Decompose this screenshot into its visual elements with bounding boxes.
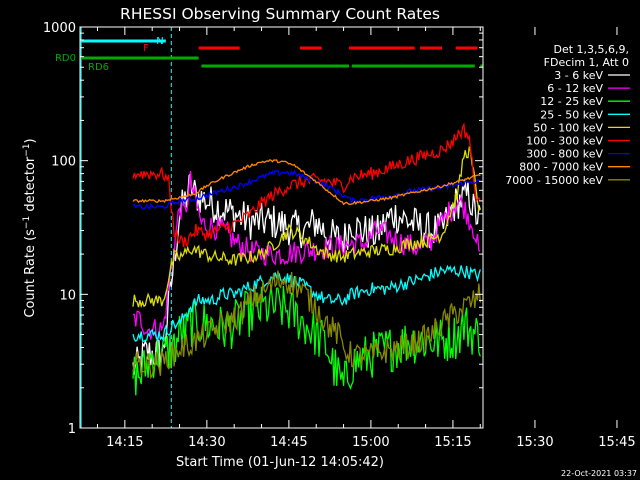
legend-header-line-1: Det 1,3,5,6,9,	[553, 43, 629, 56]
legend-label-3: 25 - 50 keV	[540, 108, 603, 121]
axis-ticks: 14:15 14:30 14:45 15:00 15:15 15:30 15:45 1 10 10…	[43, 21, 636, 450]
legend-header-line-2: FDecim 1, Att 0	[544, 56, 629, 69]
series-line-7	[132, 159, 481, 206]
legend-label-8: 7000 - 15000 keV	[505, 174, 603, 187]
legend: Det 1,3,5,6,9, FDecim 1, Att 0 3 - 6 keV…	[505, 43, 630, 187]
y-tick-label-10: 10	[59, 288, 76, 303]
legend-label-1: 6 - 12 keV	[547, 82, 603, 95]
chart-title: RHESSI Observing Summary Count Rates	[120, 5, 440, 23]
x-tick-label-15:15: 15:15	[434, 435, 471, 450]
legend-label-2: 12 - 25 keV	[540, 95, 603, 108]
legend-label-6: 300 - 800 keV	[526, 148, 603, 161]
legend-label-0: 3 - 6 keV	[554, 69, 603, 82]
x-tick-label-14:15: 14:15	[106, 435, 143, 450]
generated-timestamp: 22-Oct-2021 03:37	[561, 469, 637, 478]
legend-label-7: 800 - 7000 keV	[519, 161, 603, 174]
flag-label-n: N	[156, 36, 163, 47]
legend-label-5: 100 - 300 keV	[526, 135, 603, 148]
x-axis-label: Start Time (01-Jun-12 14:05:42)	[176, 455, 384, 470]
y-axis-label: Count Rate (s−1 detector−1)	[22, 138, 38, 317]
series-line-8	[132, 270, 481, 380]
flag-label-rd0: RD0	[55, 53, 76, 64]
x-tick-label-14:45: 14:45	[270, 435, 307, 450]
series-line-3	[132, 264, 481, 343]
plot-area	[80, 27, 483, 428]
x-tick-label-14:30: 14:30	[188, 435, 225, 450]
y-tick-label-1000: 1000	[43, 21, 76, 36]
series-line-5	[132, 122, 481, 248]
legend-label-4: 50 - 100 keV	[533, 121, 603, 134]
series-line-4	[132, 146, 481, 309]
y-tick-label-100: 100	[51, 155, 76, 170]
series-line-6	[132, 169, 481, 211]
x-tick-label-15:30: 15:30	[516, 435, 553, 450]
y-tick-label-1: 1	[68, 422, 76, 437]
plot-frame	[79, 26, 484, 429]
x-tick-label-15:45: 15:45	[598, 435, 635, 450]
x-tick-label-15:00: 15:00	[352, 435, 389, 450]
flag-label-f: F	[143, 43, 149, 54]
flag-label-rd6: RD6	[88, 62, 109, 73]
